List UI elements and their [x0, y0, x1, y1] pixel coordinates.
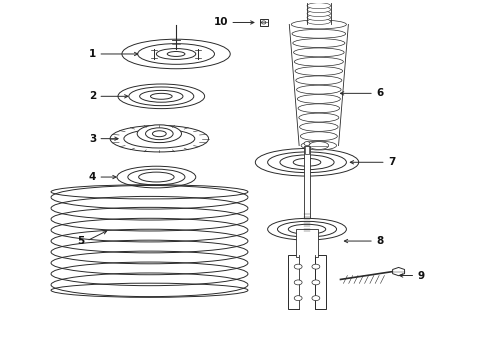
Text: 1: 1 [89, 49, 96, 59]
Ellipse shape [137, 125, 181, 143]
Ellipse shape [296, 85, 341, 94]
Ellipse shape [138, 44, 214, 64]
Ellipse shape [306, 3, 330, 9]
Ellipse shape [306, 11, 330, 17]
Polygon shape [392, 267, 404, 276]
Polygon shape [303, 145, 310, 219]
Ellipse shape [294, 264, 302, 269]
Ellipse shape [306, 15, 330, 21]
Ellipse shape [123, 129, 194, 148]
Text: 6: 6 [375, 88, 383, 98]
Ellipse shape [139, 172, 174, 182]
Ellipse shape [291, 20, 346, 29]
Ellipse shape [267, 219, 346, 240]
Ellipse shape [298, 104, 339, 113]
Ellipse shape [304, 141, 309, 145]
Ellipse shape [156, 49, 195, 59]
Polygon shape [314, 255, 325, 309]
Ellipse shape [306, 18, 330, 24]
Ellipse shape [277, 221, 336, 237]
Ellipse shape [292, 39, 344, 48]
Text: 10: 10 [213, 18, 228, 27]
Ellipse shape [145, 128, 173, 140]
Ellipse shape [293, 48, 344, 57]
Ellipse shape [300, 132, 337, 141]
Ellipse shape [311, 280, 319, 285]
Text: 7: 7 [387, 157, 394, 167]
Ellipse shape [128, 87, 193, 106]
Ellipse shape [267, 152, 346, 172]
Ellipse shape [295, 76, 341, 85]
Ellipse shape [306, 7, 330, 13]
Text: 2: 2 [89, 91, 96, 101]
Polygon shape [259, 19, 267, 26]
Ellipse shape [294, 296, 302, 301]
Ellipse shape [294, 57, 343, 66]
Ellipse shape [127, 169, 184, 185]
Text: 4: 4 [89, 172, 96, 182]
Text: 3: 3 [89, 134, 96, 144]
Ellipse shape [167, 51, 184, 57]
Ellipse shape [152, 131, 166, 137]
Ellipse shape [301, 141, 336, 150]
Ellipse shape [308, 141, 328, 149]
Ellipse shape [297, 95, 340, 103]
Polygon shape [296, 229, 317, 257]
Text: 8: 8 [375, 236, 383, 246]
Ellipse shape [255, 148, 358, 176]
Ellipse shape [293, 158, 320, 166]
Ellipse shape [150, 93, 172, 99]
Ellipse shape [110, 125, 208, 152]
Ellipse shape [117, 166, 195, 188]
Ellipse shape [291, 29, 345, 38]
Ellipse shape [294, 67, 342, 76]
Ellipse shape [311, 264, 319, 269]
Ellipse shape [311, 296, 319, 301]
Ellipse shape [299, 122, 337, 131]
Ellipse shape [140, 90, 183, 102]
Ellipse shape [122, 39, 230, 69]
Ellipse shape [298, 113, 338, 122]
Ellipse shape [288, 224, 325, 234]
Polygon shape [305, 145, 308, 154]
Ellipse shape [118, 84, 204, 109]
Ellipse shape [279, 155, 333, 170]
Text: 5: 5 [77, 236, 84, 246]
Ellipse shape [294, 280, 302, 285]
Polygon shape [299, 255, 314, 309]
Polygon shape [288, 255, 299, 309]
Text: 9: 9 [416, 270, 424, 280]
